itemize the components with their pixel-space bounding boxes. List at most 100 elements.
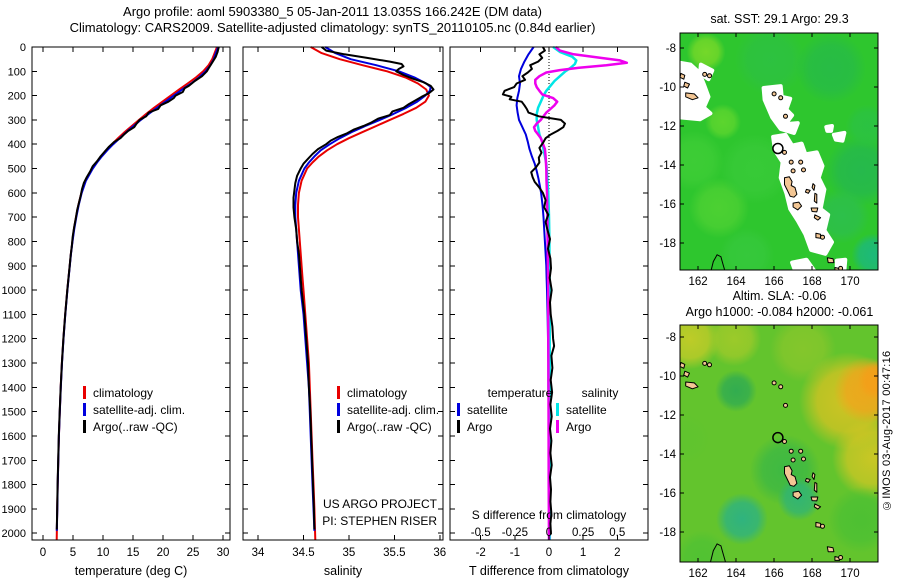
legend-marker-black [83, 420, 86, 433]
axes-box [449, 46, 649, 541]
x-tick-label: -2 [476, 547, 486, 559]
depth-tick-label: 500 [8, 164, 26, 176]
x-tick-label: 15 [127, 547, 140, 559]
legend-label: satellite-adj. clim. [93, 403, 185, 417]
depth-tick-label: 600 [8, 188, 26, 200]
depth-tick-label: 300 [8, 115, 26, 127]
depth-tick-label: 0 [20, 42, 26, 54]
temperature-panel: 0 5 10 15 20 25 300100200300400500600700800900… [2, 42, 231, 578]
difference-panel: -2 -1 0 1 2 T difference from climatology temp… [449, 45, 649, 578]
sst-map-raster [680, 33, 878, 270]
s-axis-tick-label: -0.25 [502, 527, 528, 539]
s-axis-tick-label: 0 [546, 527, 552, 539]
depth-tick-label: 1500 [2, 407, 26, 419]
t-argo-difference-curve [501, 46, 566, 535]
legend-label: Argo(..raw -QC) [347, 420, 432, 434]
depth-tick-label: 200 [8, 91, 26, 103]
s-satellite-difference-curve [535, 45, 578, 540]
s-axis-title: S difference from climatology [472, 508, 627, 522]
map-y-tick-label: -12 [659, 121, 676, 133]
sla-map-title-line1: Altim. SLA: -0.06 [732, 289, 827, 303]
depth-tick-label: 1300 [2, 358, 26, 370]
satellite-adjusted-salinity-curve [294, 46, 432, 531]
x-tick-label: 36 [433, 547, 446, 559]
legend-label: satellite-adj. clim. [347, 403, 439, 417]
x-tick-label: 1 [580, 547, 586, 559]
depth-tick-label: 700 [8, 212, 26, 224]
map-y-tick-label: -12 [659, 410, 676, 422]
climatology-salinity-curve [297, 46, 430, 541]
s-axis-tick-label: -0.5 [471, 527, 491, 539]
legend-group-header: salinity [582, 386, 619, 400]
x-tick-label: 10 [97, 547, 110, 559]
legend-group-header: temperature [488, 386, 553, 400]
x-tick-label: 30 [217, 547, 230, 559]
salinity-axis-label: salinity [324, 564, 363, 578]
depth-tick-label: 2000 [2, 528, 26, 540]
sst-map-title: sat. SST: 29.1 Argo: 29.3 [710, 12, 849, 26]
depth-tick-label: 1000 [2, 285, 26, 297]
sla-map-raster [680, 325, 878, 562]
legend-label: climatology [347, 386, 407, 400]
depth-tick-label: 900 [8, 261, 26, 273]
legend-marker-cyan [556, 403, 559, 416]
x-tick-label: 5 [70, 547, 76, 559]
legend-marker-red [337, 386, 340, 399]
argo-salinity-curve [292, 46, 435, 530]
s-argo-difference-curve [532, 46, 629, 541]
map-y-tick-label: -10 [659, 82, 676, 94]
legend-label: Argo(..raw -QC) [93, 420, 178, 434]
map-x-tick-label: 162 [688, 568, 707, 580]
legend-label: Argo [566, 420, 592, 434]
map-y-tick-label: -14 [659, 449, 676, 461]
map-y-tick-label: -8 [666, 43, 676, 55]
imos-watermark: ©IMOS 03-Aug-2017 00:47:16 [881, 350, 893, 512]
map-x-tick-label: 164 [726, 276, 746, 288]
map-y-tick-label: -16 [659, 488, 676, 500]
map-x-tick-label: 166 [764, 568, 783, 580]
legend-label: satellite [467, 403, 508, 417]
map-x-tick-label: 170 [840, 568, 859, 580]
depth-tick-label: 100 [8, 66, 26, 78]
depth-tick-label: 1400 [2, 382, 26, 394]
map-x-tick-label: 162 [688, 276, 707, 288]
axes-box [242, 46, 444, 541]
depth-tick-label: 800 [8, 236, 26, 248]
depth-tick-label: 1100 [2, 309, 26, 321]
map-y-tick-label: -8 [666, 332, 676, 344]
x-tick-label: -1 [510, 547, 520, 559]
panel-annotation: PI: STEPHEN RISER [322, 514, 437, 528]
legend-marker-magenta [556, 420, 559, 433]
figure-title-line1: Argo profile: aoml 5903380_5 05-Jan-2011… [123, 4, 542, 19]
x-tick-label: 2 [614, 547, 620, 559]
s-axis-tick-label: 0.25 [572, 527, 594, 539]
depth-tick-label: 400 [8, 139, 26, 151]
map-x-tick-label: 168 [802, 568, 821, 580]
depth-tick-label: 1600 [2, 431, 26, 443]
legend-label: satellite [566, 403, 607, 417]
depth-tick-label: 1900 [2, 504, 26, 516]
x-tick-label: 0 [546, 547, 552, 559]
legend-marker-blue [337, 403, 340, 416]
depth-tick-label: 1700 [2, 455, 26, 467]
climatology-temperature-curve [55, 46, 218, 541]
axes-box [31, 46, 231, 541]
legend-marker-blue [83, 403, 86, 416]
map-y-tick-label: -18 [659, 238, 676, 250]
map-x-tick-label: 170 [840, 276, 859, 288]
map-x-tick-label: 166 [764, 276, 783, 288]
map-x-tick-label: 164 [726, 568, 746, 580]
legend-marker-black [337, 420, 340, 433]
panel-annotation: US ARGO PROJECT [323, 497, 438, 511]
figure-title-line2: Climatology: CARS2009. Satellite-adjuste… [69, 20, 596, 35]
map-y-tick-label: -18 [659, 527, 676, 539]
map-y-tick-label: -16 [659, 199, 676, 211]
satellite-adjusted-temperature-curve [55, 46, 220, 531]
depth-tick-label: 1200 [2, 334, 26, 346]
s-axis-tick-label: 0.5 [609, 527, 625, 539]
legend-label: Argo [467, 420, 493, 434]
legend-marker-red [83, 386, 86, 399]
sla-map-title-line2: Argo h1000: -0.084 h2000: -0.061 [685, 305, 874, 319]
legend-marker-blue [457, 403, 460, 416]
